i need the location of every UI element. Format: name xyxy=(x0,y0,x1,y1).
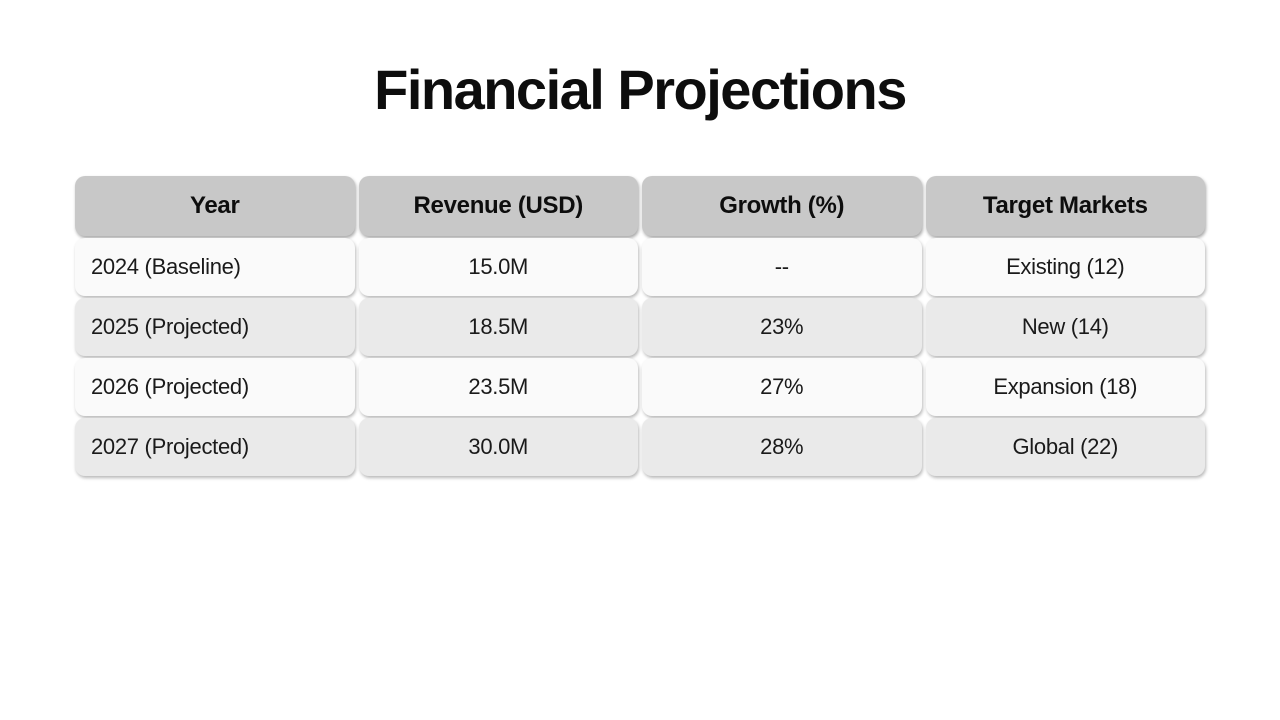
table-cell: Expansion (18) xyxy=(925,358,1205,416)
table-cell: 27% xyxy=(642,358,922,416)
table-cell: 2027 (Projected) xyxy=(75,418,355,476)
table-cell: 28% xyxy=(642,418,922,476)
table-cell: 30.0M xyxy=(358,418,638,476)
page-title: Financial Projections xyxy=(374,58,907,121)
table-cell: 2024 (Baseline) xyxy=(75,238,355,296)
table-cell: Existing (12) xyxy=(925,238,1205,296)
table-cell: 2025 (Projected) xyxy=(75,298,355,356)
table-cell: Global (22) xyxy=(925,418,1205,476)
table-cell: 23% xyxy=(642,298,922,356)
table-cell: 15.0M xyxy=(358,238,638,296)
header-cell-revenue: Revenue (USD) xyxy=(358,176,638,236)
header-cell-year: Year xyxy=(75,176,355,236)
table-cell: 18.5M xyxy=(358,298,638,356)
table-cell: -- xyxy=(642,238,922,296)
table-cell: 2026 (Projected) xyxy=(75,358,355,416)
header-cell-growth: Growth (%) xyxy=(642,176,922,236)
header-cell-target-markets: Target Markets xyxy=(925,176,1205,236)
table-cell: New (14) xyxy=(925,298,1205,356)
financial-projections-table: Year Revenue (USD) Growth (%) Target Mar… xyxy=(75,176,1205,476)
table-cell: 23.5M xyxy=(358,358,638,416)
